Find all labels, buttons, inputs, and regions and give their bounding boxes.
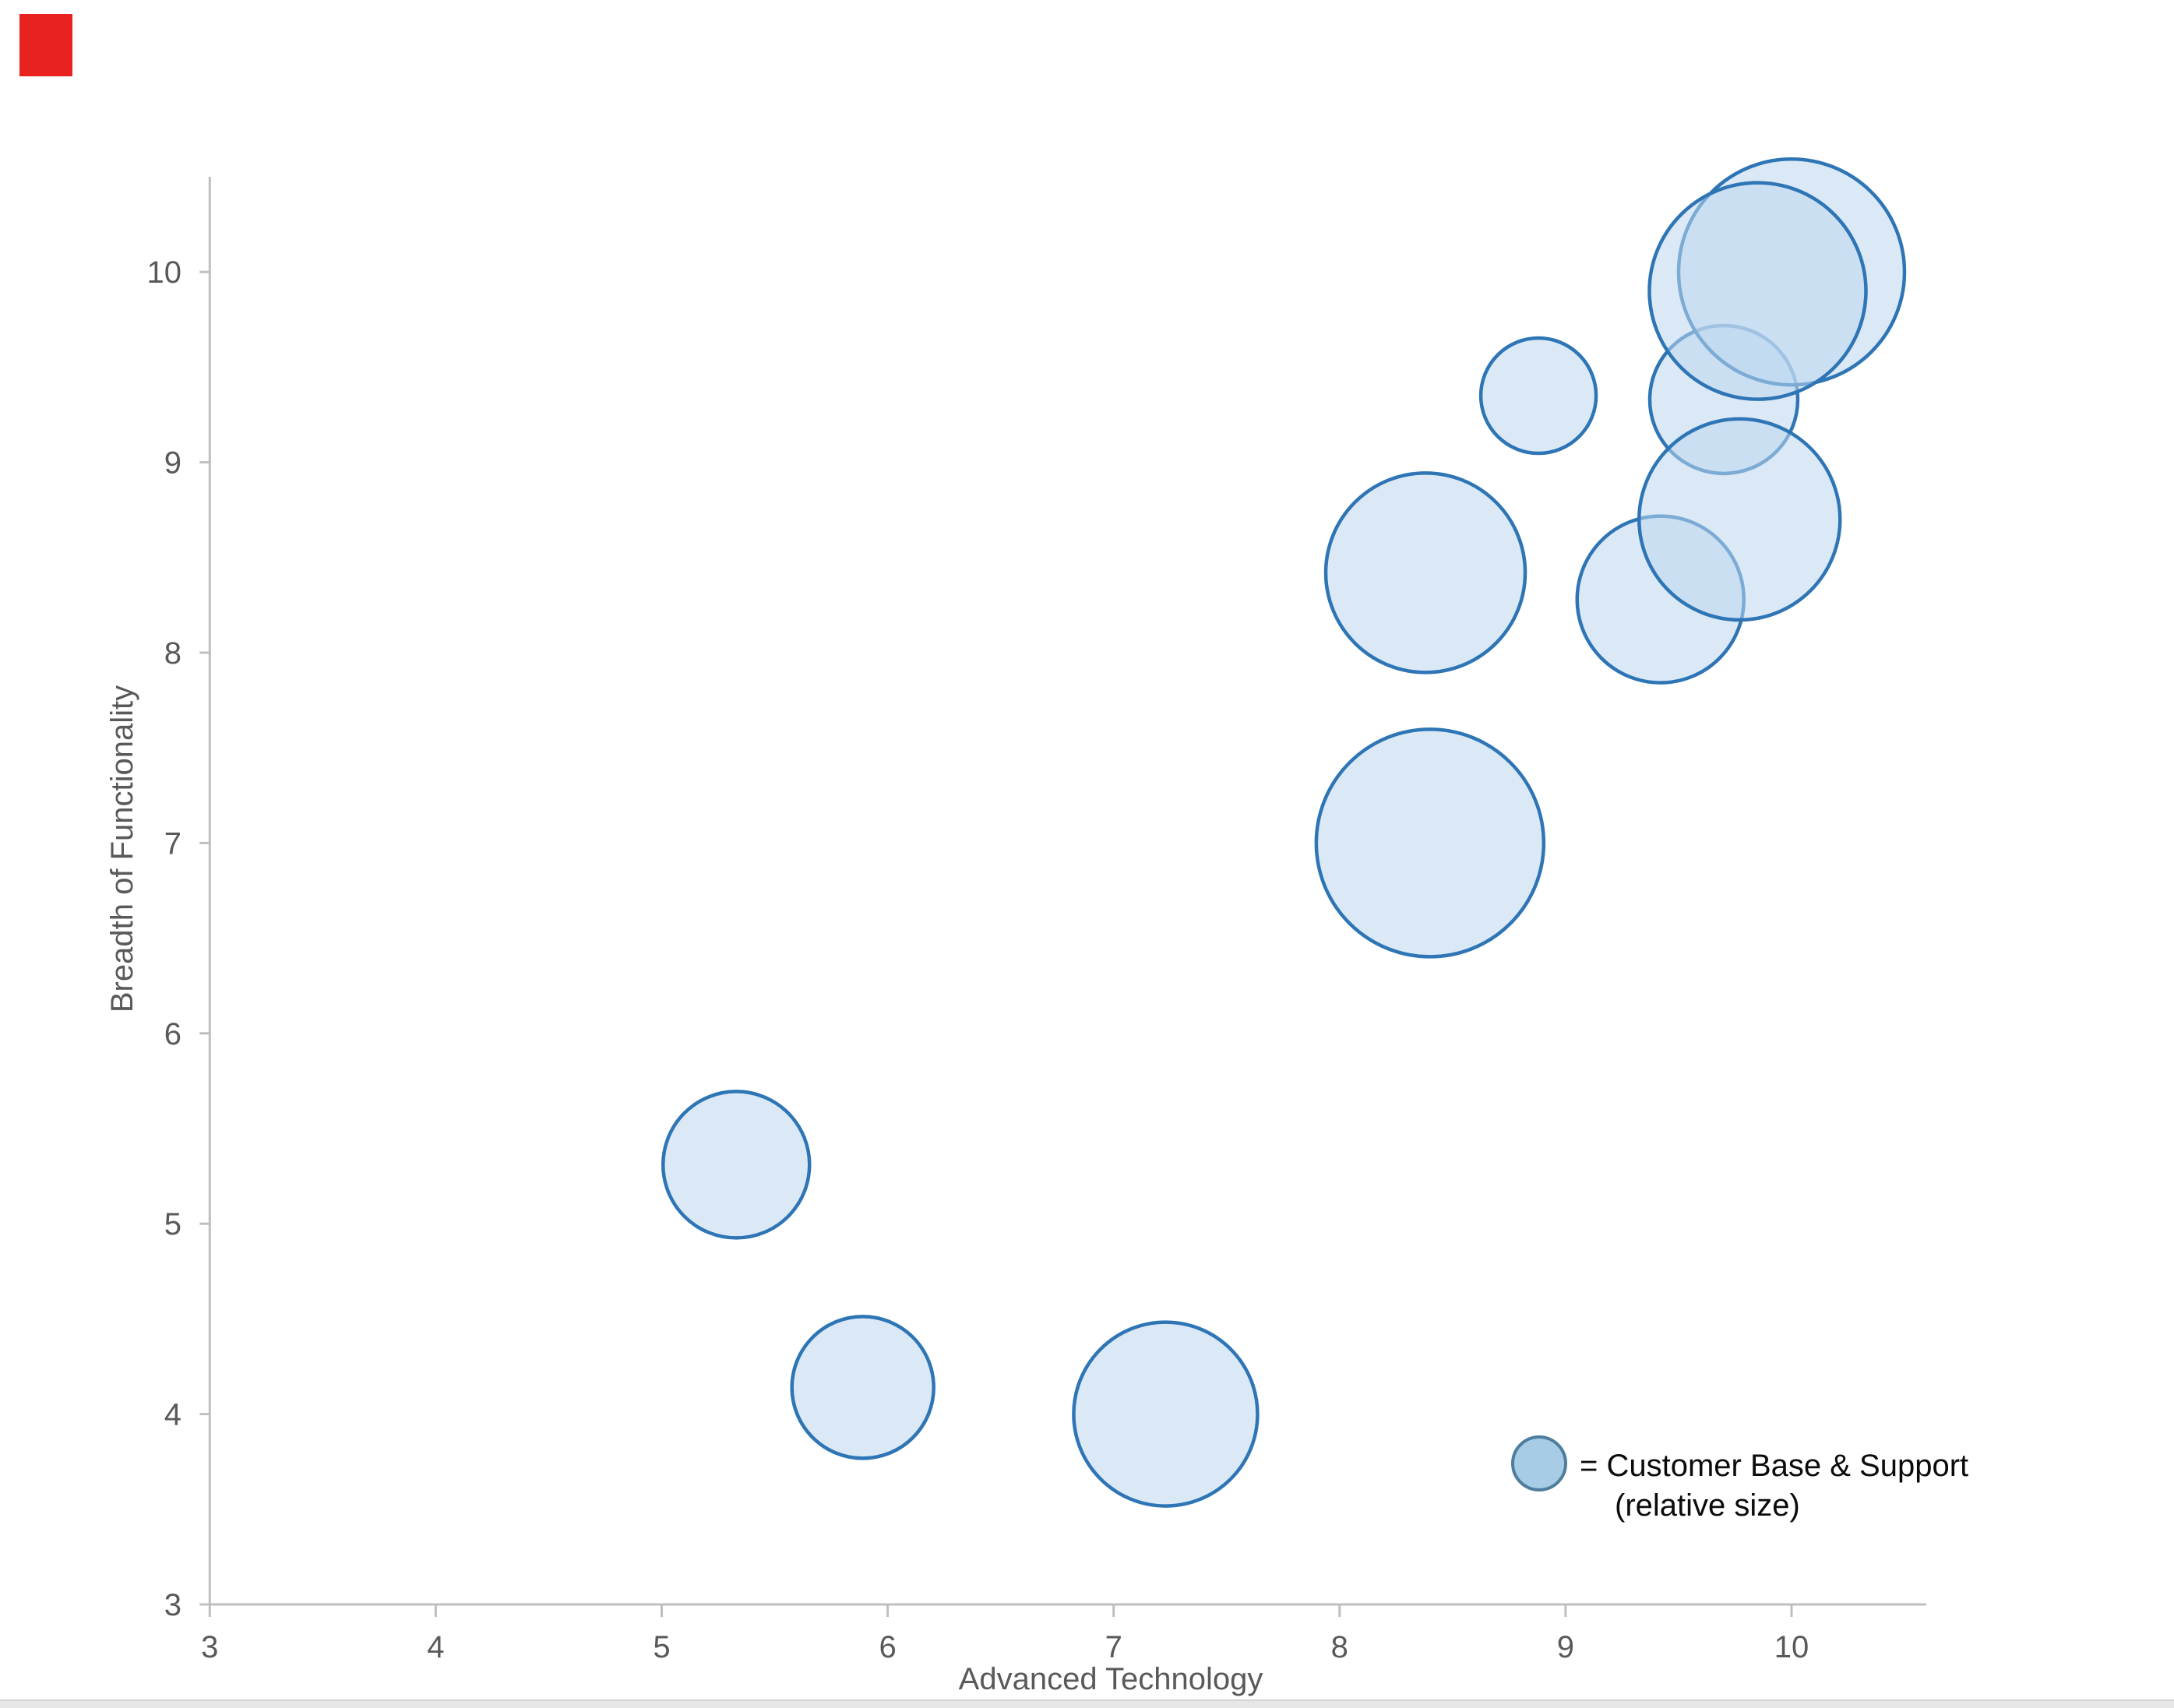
bottom-strip bbox=[0, 1699, 2174, 1708]
y-axis-tick-label: 3 bbox=[164, 1588, 181, 1622]
y-axis-tick-label: 7 bbox=[164, 826, 181, 861]
x-axis-tick-label: 5 bbox=[653, 1630, 670, 1664]
data-bubble bbox=[1072, 1320, 1260, 1508]
data-bubble bbox=[1637, 417, 1842, 622]
x-axis-tick-label: 4 bbox=[427, 1630, 444, 1664]
y-axis-tick-label: 8 bbox=[164, 636, 181, 671]
red-annotation-marker bbox=[19, 14, 72, 76]
data-bubble bbox=[1647, 181, 1868, 401]
data-bubble bbox=[1323, 471, 1527, 674]
y-axis-tick-label: 5 bbox=[164, 1207, 181, 1241]
x-axis-tick-label: 8 bbox=[1331, 1630, 1348, 1664]
data-bubble bbox=[661, 1090, 812, 1240]
y-axis-tick-label: 10 bbox=[147, 255, 182, 290]
x-axis-tick-label: 6 bbox=[879, 1630, 896, 1664]
x-axis-tick-label: 10 bbox=[1774, 1630, 1809, 1664]
y-axis-tick-label: 4 bbox=[164, 1398, 181, 1432]
x-axis-tick-label: 9 bbox=[1557, 1630, 1574, 1664]
y-axis-title: Breadth of Functionality bbox=[105, 685, 139, 1013]
y-axis-tick-label: 6 bbox=[164, 1017, 181, 1051]
data-bubble bbox=[1478, 336, 1598, 456]
data-bubble bbox=[790, 1315, 935, 1460]
y-axis-tick-label: 9 bbox=[164, 446, 181, 481]
data-bubble bbox=[1314, 727, 1546, 959]
x-axis-tick-label: 7 bbox=[1105, 1630, 1122, 1664]
x-axis-title: Advanced Technology bbox=[958, 1662, 1263, 1696]
x-axis-tick-label: 3 bbox=[201, 1630, 218, 1664]
